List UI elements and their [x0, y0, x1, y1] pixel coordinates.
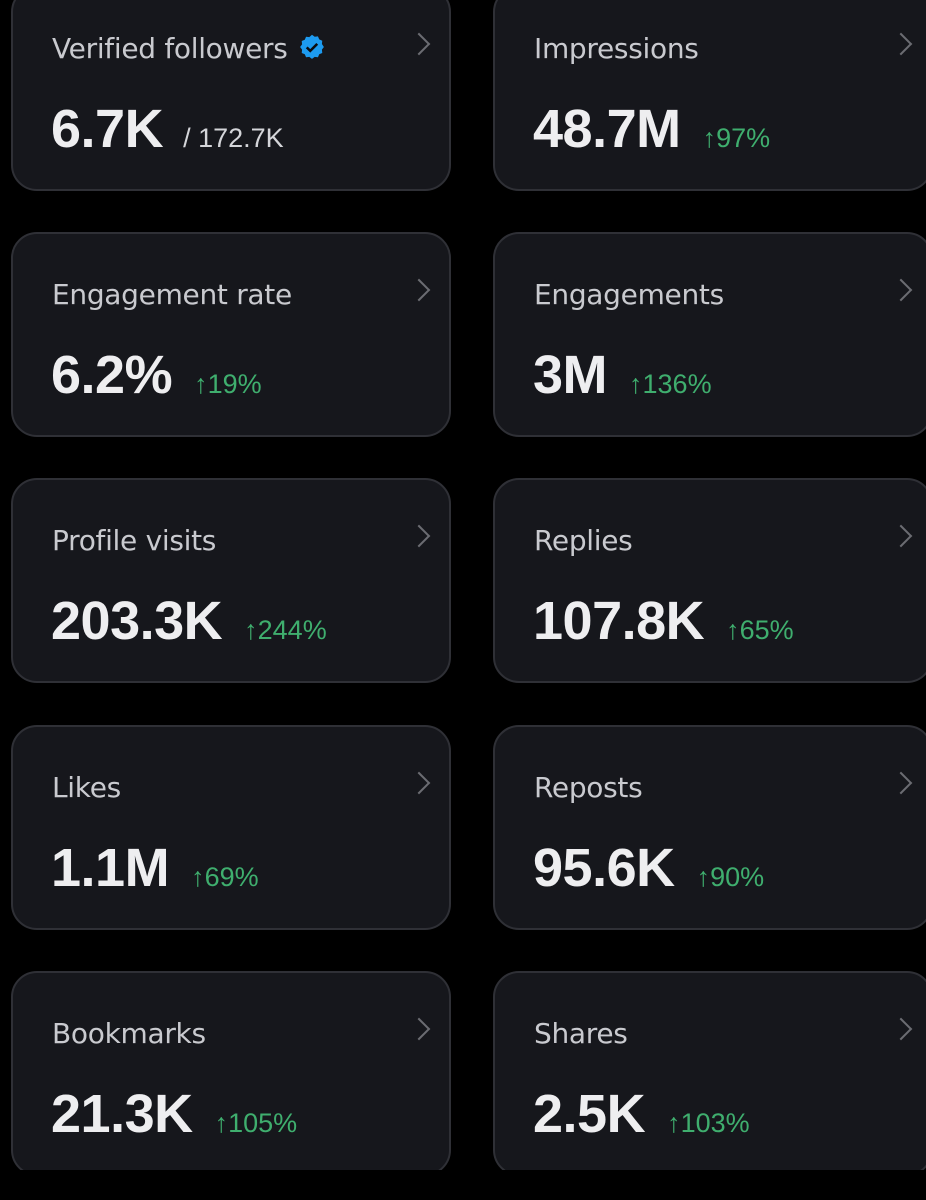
card-label: Impressions — [534, 32, 699, 65]
metric-delta: ↑105% — [214, 1108, 298, 1138]
metric-card-shares[interactable]: Shares 2.5K ↑103% — [493, 971, 926, 1176]
metric-delta: ↑103% — [667, 1108, 750, 1138]
metric-value: 21.3K — [51, 1084, 193, 1144]
metric-value: 95.6K — [533, 838, 675, 898]
metric-delta: ↑19% — [194, 369, 262, 399]
bottom-crop-area — [0, 1170, 926, 1200]
metric-delta: ↑244% — [244, 615, 327, 645]
metric-card-reposts[interactable]: Reposts 95.6K ↑90% — [493, 725, 926, 930]
metric-value: 107.8K — [533, 591, 705, 651]
card-label: Likes — [52, 771, 121, 804]
card-label: Verified followers — [52, 32, 288, 65]
metric-value: 1.1M — [51, 838, 170, 898]
metric-delta: ↑65% — [726, 615, 794, 645]
chevron-right-icon[interactable] — [889, 1017, 913, 1041]
chevron-right-icon[interactable] — [407, 771, 431, 795]
chevron-right-icon[interactable] — [407, 278, 431, 302]
metric-delta: ↑90% — [696, 862, 765, 892]
metric-card-replies[interactable]: Replies 107.8K ↑65% — [493, 478, 926, 683]
card-label: Shares — [534, 1017, 628, 1050]
card-label: Engagement rate — [52, 278, 292, 311]
chevron-right-icon[interactable] — [407, 32, 431, 56]
card-label: Profile visits — [52, 524, 217, 557]
chevron-right-icon[interactable] — [407, 1017, 431, 1041]
card-label: Engagements — [534, 278, 724, 311]
metric-card-impressions[interactable]: Impressions 48.7M ↑97% — [493, 0, 926, 191]
metric-card-engagement-rate[interactable]: Engagement rate 6.2% ↑19% — [11, 232, 451, 437]
metric-value: 48.7M — [533, 99, 681, 159]
chevron-right-icon[interactable] — [889, 771, 913, 795]
metric-delta: ↑97% — [702, 123, 771, 153]
metric-value: 6.7K — [51, 99, 164, 159]
card-label: Bookmarks — [52, 1017, 206, 1050]
metric-card-likes[interactable]: Likes 1.1M ↑69% — [11, 725, 451, 930]
metric-card-bookmarks[interactable]: Bookmarks 21.3K ↑105% — [11, 971, 451, 1176]
metric-delta: ↑69% — [191, 862, 259, 892]
metric-value: 203.3K — [51, 591, 223, 651]
metric-delta: ↑136% — [629, 369, 712, 399]
metric-card-engagements[interactable]: Engagements 3M ↑136% — [493, 232, 926, 437]
metric-value: 3M — [533, 345, 608, 405]
card-label: Replies — [534, 524, 633, 557]
chevron-right-icon[interactable] — [889, 524, 913, 548]
chevron-right-icon[interactable] — [407, 524, 431, 548]
metric-card-verified-followers[interactable]: Verified followers 6.7K / 172.7K — [11, 0, 451, 191]
chevron-right-icon[interactable] — [889, 278, 913, 302]
metric-card-profile-visits[interactable]: Profile visits 203.3K ↑244% — [11, 478, 451, 683]
metric-total: / 172.7K — [183, 123, 284, 153]
chevron-right-icon[interactable] — [889, 32, 913, 56]
metric-value: 6.2% — [51, 345, 173, 405]
verified-badge-icon — [299, 34, 324, 59]
card-label: Reposts — [534, 771, 643, 804]
metric-value: 2.5K — [533, 1084, 646, 1144]
